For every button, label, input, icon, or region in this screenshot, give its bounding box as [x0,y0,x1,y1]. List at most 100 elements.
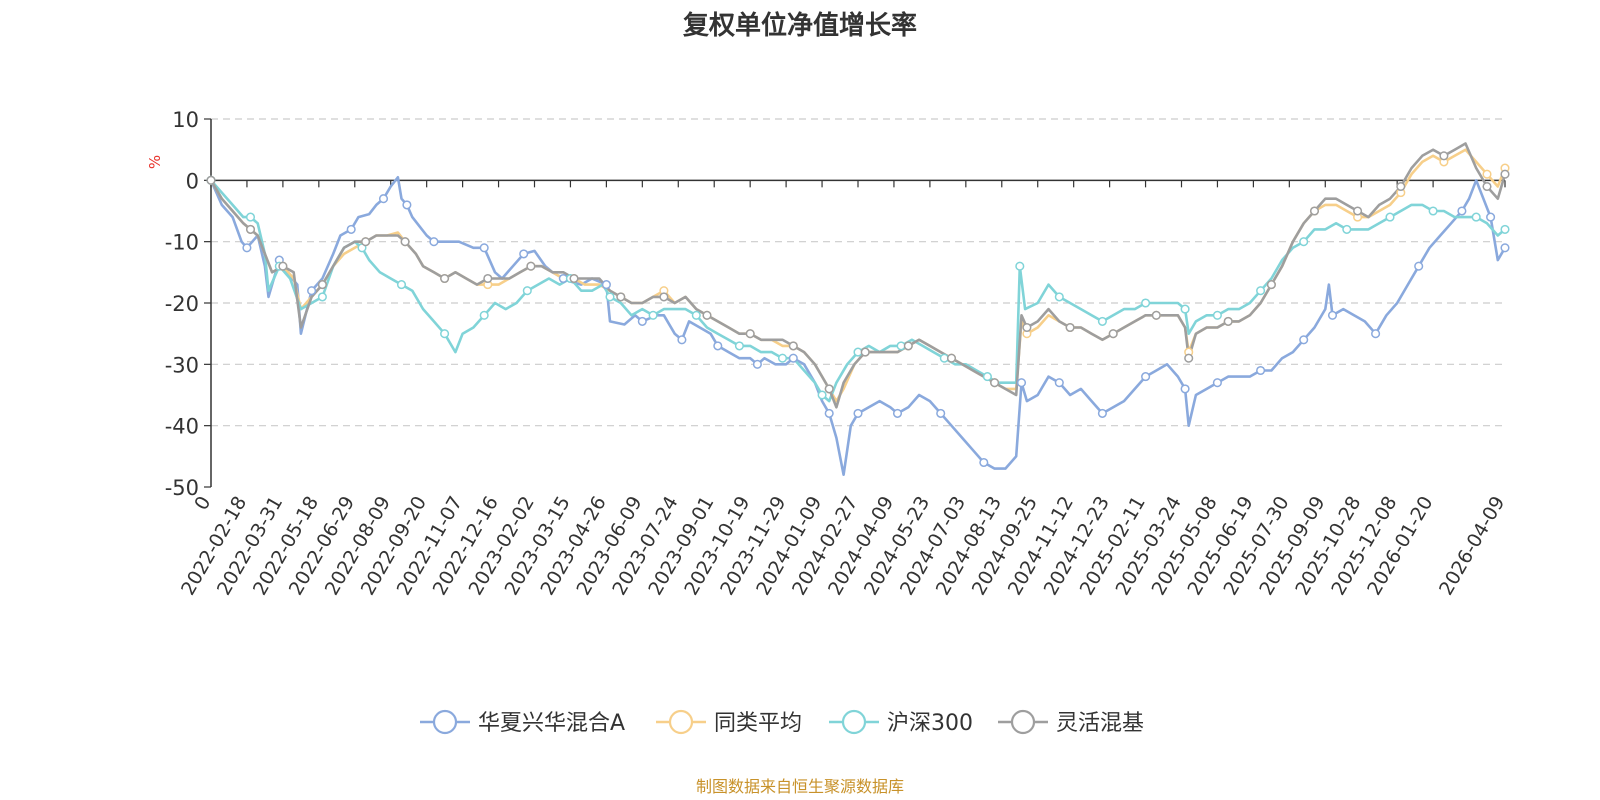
series-marker [396,280,407,290]
legend-circle-icon [1010,709,1036,735]
series-marker [1471,212,1481,222]
series-marker [1108,329,1118,339]
series-marker [1180,384,1190,394]
x-tick-label: 0 [190,493,215,514]
series-marker [1266,280,1276,290]
series-marker [317,292,327,302]
legend-item[interactable]: 同类平均 [656,709,802,736]
series-marker [483,273,493,284]
series-marker [1180,304,1190,314]
grid-lines [211,118,1505,427]
series-marker [860,347,870,357]
legend-label: 同类平均 [714,711,802,736]
series-marker [378,194,389,204]
series-marker [569,273,579,284]
series-marker [400,237,410,247]
y-tick-label: -30 [165,353,199,377]
series-marker [853,408,863,418]
series-marker [1054,378,1064,388]
series-marker [788,341,798,351]
legend-circle-icon [432,709,458,735]
series-line [209,148,1507,403]
series-marker [752,359,762,369]
series-line [209,142,1507,409]
series-marker [1097,316,1107,326]
legend-circle-icon [841,709,867,735]
series-marker [824,408,834,418]
series-line [210,179,1506,403]
series-marker [1299,237,1309,247]
series-marker [245,224,256,234]
series-marker [982,372,992,382]
series-marker [1396,181,1406,192]
series-marker [605,292,615,302]
series-marker [824,384,834,394]
series-marker [1097,408,1107,418]
series-marker [526,261,536,271]
legend-label: 华夏兴华混合A [478,711,625,736]
series-marker [1256,365,1266,376]
legend-item[interactable]: 灵活混基 [998,709,1144,736]
series-marker [1212,310,1222,320]
series-marker [479,310,489,320]
series-marker [245,212,256,222]
legend[interactable]: 华夏兴华混合A 同类平均 沪深300 灵活混基 [420,709,1144,736]
series-marker [637,316,647,326]
legend-label: 沪深300 [887,711,973,736]
legend-item[interactable]: 沪深300 [829,709,973,736]
series-marker [1256,286,1266,296]
series-marker [601,280,611,290]
series-marker [979,457,989,468]
series-marker [1016,378,1027,388]
series-marker [1184,353,1194,363]
series-marker [278,261,288,271]
legend-circle-icon [668,709,694,735]
series-marker [702,310,712,320]
series-lines [209,142,1507,476]
series-marker [1371,329,1381,339]
series-marker [1486,212,1496,222]
series-marker [1054,292,1064,302]
y-tick-label: -10 [165,231,199,255]
series-marker [361,237,371,247]
series-marker [440,329,450,339]
series-marker [1065,322,1075,333]
series-marker [522,286,532,296]
series-marker [1141,298,1151,308]
series-marker [892,408,903,418]
x-tick-label: 2026-04-09 [1435,493,1509,600]
series-marker [1141,372,1151,382]
series-marker [479,243,489,253]
series-marker [242,243,252,253]
series-marker [659,292,669,302]
y-tick-label: -40 [165,415,199,439]
series-marker [677,335,687,345]
series-marker [206,175,216,185]
series-marker [440,273,450,284]
series-marker [734,341,744,351]
series-marker [1457,206,1467,216]
y-tick-label: -20 [165,292,199,316]
y-axis-unit-label: % [146,155,164,169]
series-marker [1022,322,1032,333]
series-marker [1015,261,1025,271]
series-marker [1385,212,1395,222]
series-marker [745,329,755,339]
series-marker [817,390,827,400]
series-marker [1482,169,1492,179]
series-marker [616,292,626,302]
series-marker [1212,378,1222,388]
series-marker [402,200,412,210]
series-marker [346,224,356,234]
data-source-note: 制图数据来自恒生聚源数据库 [696,777,904,796]
series-marker [1482,181,1492,192]
series-marker [317,280,327,290]
axes: 100-10-20-30-40-5002022-02-182022-03-312… [165,108,1510,599]
series-markers [206,151,1510,468]
series-marker [1428,206,1438,216]
y-tick-label: -50 [165,476,199,500]
series-marker [936,408,946,418]
legend-item[interactable]: 华夏兴华混合A [420,709,625,736]
series-marker [648,310,658,320]
series-marker [1353,206,1363,216]
